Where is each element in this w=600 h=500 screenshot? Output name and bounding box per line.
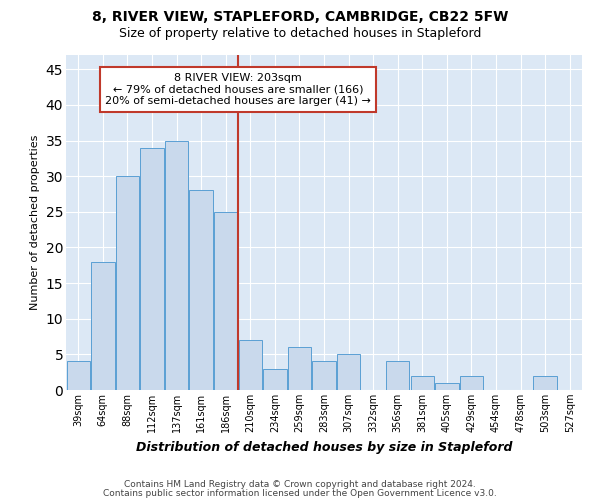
Text: 8, RIVER VIEW, STAPLEFORD, CAMBRIDGE, CB22 5FW: 8, RIVER VIEW, STAPLEFORD, CAMBRIDGE, CB… [92,10,508,24]
Text: Contains HM Land Registry data © Crown copyright and database right 2024.: Contains HM Land Registry data © Crown c… [124,480,476,489]
Text: 8 RIVER VIEW: 203sqm
← 79% of detached houses are smaller (166)
20% of semi-deta: 8 RIVER VIEW: 203sqm ← 79% of detached h… [105,73,371,106]
Bar [533,376,557,390]
Bar [239,340,262,390]
Bar [165,140,188,390]
Text: Size of property relative to detached houses in Stapleford: Size of property relative to detached ho… [119,28,481,40]
Bar [337,354,360,390]
Text: Contains public sector information licensed under the Open Government Licence v3: Contains public sector information licen… [103,488,497,498]
Y-axis label: Number of detached properties: Number of detached properties [30,135,40,310]
Bar [263,368,287,390]
Bar [140,148,164,390]
Bar [190,190,213,390]
Bar [116,176,139,390]
Bar [410,376,434,390]
Bar [91,262,115,390]
Bar [214,212,238,390]
Bar [288,347,311,390]
Bar [313,362,335,390]
Bar [460,376,483,390]
Bar [386,362,409,390]
X-axis label: Distribution of detached houses by size in Stapleford: Distribution of detached houses by size … [136,440,512,454]
Bar [435,383,458,390]
Bar [67,362,90,390]
